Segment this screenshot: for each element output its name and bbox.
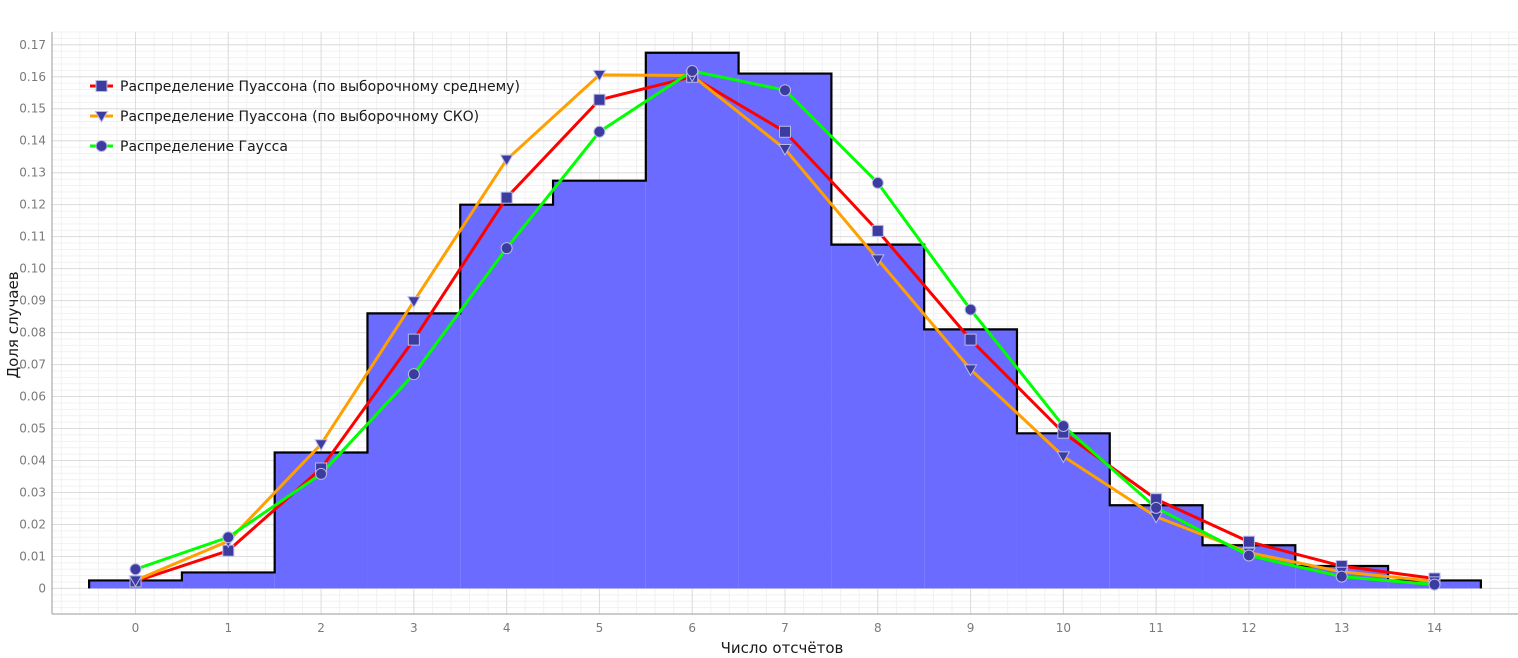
legend-swatch-marker	[95, 80, 108, 92]
y-tick-label: 0.13	[19, 166, 46, 180]
histogram-bar	[460, 204, 554, 589]
series-3-point	[593, 125, 606, 138]
x-tick-label: 8	[874, 621, 882, 635]
x-tick-label: 10	[1056, 621, 1071, 635]
x-axis-title: Число отсчётов	[721, 639, 844, 657]
tick-labels: 0 1 2 3 4 5 6 7 8 9 10 11 12 13 1400.010.020.030.040.0…	[19, 38, 1442, 635]
y-tick-label: 0.07	[19, 358, 46, 372]
x-tick-label: 13	[1334, 621, 1349, 635]
y-axis-title: Доля случаев	[4, 271, 22, 378]
histogram-bar	[645, 52, 739, 589]
legend-entry-label: Распределение Гаусса	[120, 139, 288, 155]
series-2-point	[778, 144, 792, 157]
x-tick-label: 9	[967, 621, 975, 635]
y-tick-label: 0.04	[19, 454, 46, 468]
series-2-point	[314, 439, 328, 452]
x-tick-label: 0	[132, 621, 140, 635]
histogram-bar	[367, 313, 461, 589]
histogram-bar	[831, 244, 925, 589]
y-tick-label: 0.02	[19, 517, 46, 531]
x-tick-label: 11	[1148, 621, 1163, 635]
legend-swatch-marker	[95, 140, 108, 152]
y-tick-label: 0.12	[19, 198, 46, 212]
x-tick-label: 2	[317, 621, 325, 635]
x-tick-label: 7	[781, 621, 789, 635]
legend-entry-label: Распределение Пуассона (по выборочному с…	[120, 79, 520, 95]
series-1-point	[1242, 535, 1255, 548]
series-1-point	[407, 333, 420, 346]
series-3-point	[686, 65, 699, 78]
histogram-bar	[553, 180, 646, 589]
series-1-point	[964, 333, 977, 346]
series-3-point	[222, 531, 235, 544]
y-tick-label: 0.16	[19, 70, 46, 84]
y-tick-label: 0.06	[19, 390, 46, 404]
y-tick-label: 0	[38, 581, 46, 595]
series-2-point	[963, 364, 978, 377]
histogram-bar	[181, 572, 275, 589]
y-tick-label: 0.01	[19, 549, 46, 563]
y-tick-label: 0.08	[19, 326, 46, 340]
series-3-point	[779, 84, 791, 97]
legend-entry-label: Распределение Пуассона (по выборочному С…	[120, 109, 479, 125]
x-tick-label: 6	[688, 621, 696, 635]
y-tick-label: 0.10	[19, 262, 46, 276]
x-tick-label: 12	[1241, 621, 1256, 635]
x-tick-label: 5	[596, 621, 604, 635]
x-tick-label: 14	[1427, 621, 1442, 635]
series-3-point	[964, 303, 977, 316]
series-1-point	[871, 224, 884, 237]
series-1-point	[593, 93, 606, 106]
series-3-point	[129, 563, 142, 576]
series-3-point	[1242, 549, 1255, 562]
series-3-point	[1428, 578, 1441, 591]
series-3-point	[315, 467, 328, 480]
series-3-point	[1057, 419, 1070, 432]
y-tick-label: 0.11	[19, 230, 46, 244]
series-3-point	[500, 242, 513, 255]
series-2-point	[592, 69, 607, 82]
legend: Распределение Пуассона (по выборочному с…	[90, 79, 520, 155]
series-2-point	[499, 154, 514, 167]
series-1-point	[500, 191, 513, 204]
series-1-point	[779, 125, 791, 138]
histogram-outline	[88, 51, 1482, 589]
series-2-point	[406, 296, 421, 309]
y-tick-label: 0.15	[19, 102, 46, 116]
series-2-point	[870, 254, 885, 267]
x-tick-label: 1	[224, 621, 232, 635]
axes	[51, 32, 1518, 615]
histogram-bar	[738, 73, 832, 589]
series-3-point	[871, 176, 884, 189]
series-3-point	[1150, 501, 1163, 514]
x-tick-label: 4	[503, 621, 511, 635]
y-tick-label: 0.09	[19, 294, 46, 308]
series-2-point	[1056, 451, 1071, 464]
y-tick-label: 0.14	[19, 134, 46, 148]
series-3-point	[1335, 570, 1348, 583]
series-markers	[128, 65, 1442, 591]
y-tick-label: 0.17	[19, 38, 46, 52]
legend-swatch-marker	[94, 111, 109, 124]
y-tick-label: 0.03	[19, 485, 46, 499]
series-3-point	[407, 368, 420, 381]
series-2-point	[128, 575, 143, 588]
x-tick-label: 3	[410, 621, 418, 635]
y-tick-label: 0.05	[19, 422, 46, 436]
